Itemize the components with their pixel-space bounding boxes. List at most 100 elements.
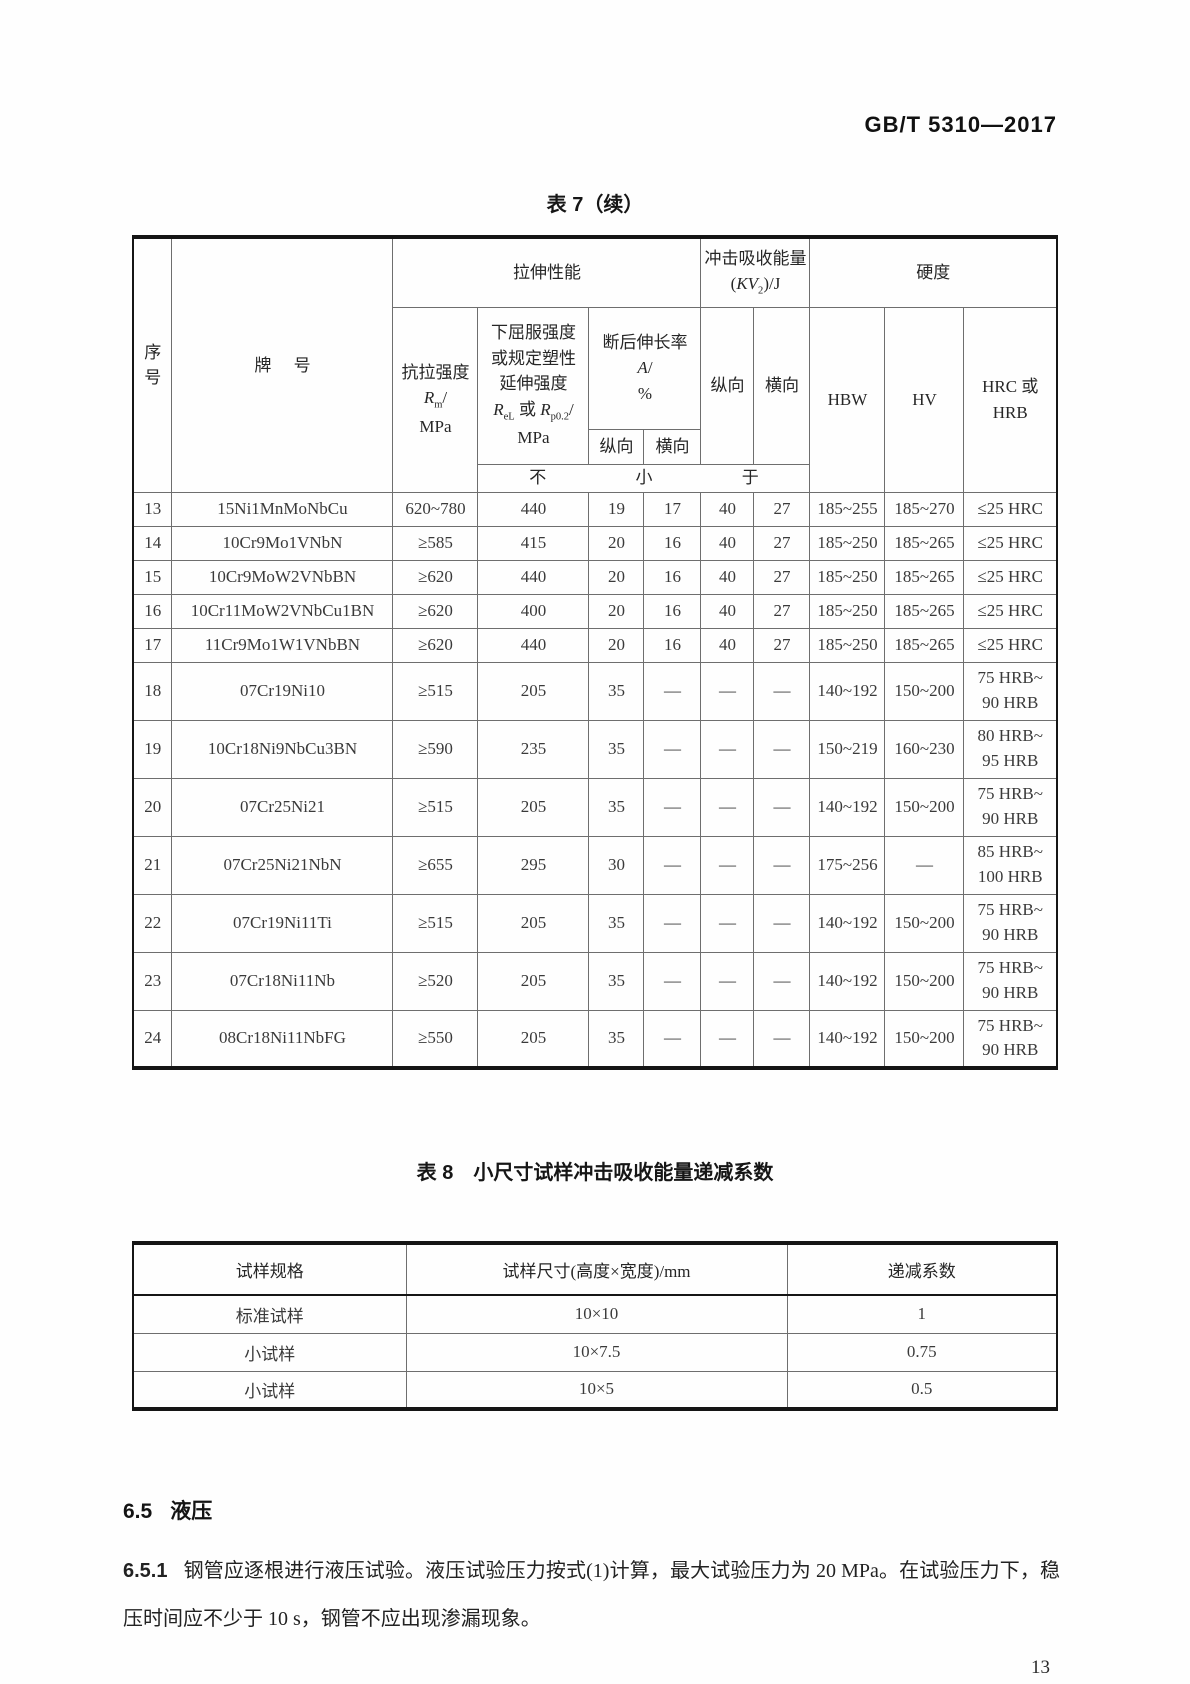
table7: 序号 牌 号 拉伸性能 冲击吸收能量 (KV2)/J 硬度 抗拉强度 Rm/MPa … — [131, 235, 1059, 1070]
table7-cell-hv: 185~270 — [884, 491, 965, 527]
table7-cell-rm: ≥620 — [392, 593, 479, 629]
table7-cell-rm: ≥520 — [392, 951, 479, 1011]
table8-cell: 10×7.5 — [405, 1332, 788, 1372]
table7-cell-seq: 21 — [132, 835, 173, 895]
table7-cell-a_long: 35 — [588, 661, 645, 721]
table7-cell-rm: ≥620 — [392, 559, 479, 595]
t7-header-hrc-hrb: HRC 或 HRB — [963, 306, 1058, 493]
table7-cell-kv_trans: 27 — [753, 593, 811, 629]
clause-6-5-1: 6.5.1 钢管应逐根进行液压试验。液压试验压力按式(1)计算，最大试验压力为 2… — [123, 1547, 1060, 1643]
table7-cell-grade: 10Cr9MoW2VNbBN — [171, 559, 394, 595]
table7-cell-rm: ≥550 — [392, 1009, 479, 1069]
table7-cell-rel: 205 — [477, 661, 590, 721]
t8-header-size: 试样尺寸(高度×宽度)/mm — [405, 1242, 788, 1296]
table7-cell-hbw: 140~192 — [809, 893, 886, 953]
table7-cell-a_trans: — — [643, 951, 702, 1011]
table7-cell-seq: 16 — [132, 593, 173, 629]
table7-cell-hrc_hrb: ≤25 HRC — [963, 593, 1058, 629]
table7-cell-a_trans: 16 — [643, 593, 702, 629]
table7-cell-hrc_hrb: 75 HRB~ 90 HRB — [963, 777, 1058, 837]
table7-cell-grade: 15Ni1MnMoNbCu — [171, 491, 394, 527]
table8-cell: 小试样 — [132, 1370, 407, 1410]
table7-cell-rel: 415 — [477, 525, 590, 561]
table7-cell-a_long: 19 — [588, 491, 645, 527]
t7-header-kv-transverse: 横向 — [753, 306, 811, 465]
table7-cell-rel: 440 — [477, 491, 590, 527]
table7-cell-kv_long: 40 — [700, 525, 755, 561]
t8-header-spec: 试样规格 — [132, 1242, 407, 1296]
table7-cell-grade: 07Cr19Ni10 — [171, 661, 394, 721]
table7-cell-hv: 150~200 — [884, 951, 965, 1011]
section-6-5-heading: 6.5 液压 — [123, 1495, 1190, 1525]
table7-cell-kv_long: — — [700, 661, 755, 721]
table7-row: 18 07Cr19Ni10 ≥515 205 35— — —140~192 150~200 75… — [132, 661, 1058, 721]
table7-cell-kv_long: — — [700, 1009, 755, 1069]
table7-cell-hrc_hrb: 85 HRB~ 100 HRB — [963, 835, 1058, 895]
table7-cell-a_trans: — — [643, 1009, 702, 1069]
table7-cell-hrc_hrb: ≤25 HRC — [963, 627, 1058, 663]
table7-row: 13 15Ni1MnMoNbCu 620~780 440 19 17 40 27 185~255… — [132, 491, 1058, 527]
clause-number: 6.5.1 — [123, 1560, 168, 1582]
table7-row: 15 10Cr9MoW2VNbBN ≥620 440 20 16 40 27 185~250 18… — [132, 559, 1058, 595]
table7-cell-kv_long: — — [700, 777, 755, 837]
t8-header-coefficient: 递减系数 — [786, 1242, 1058, 1296]
table7-cell-hrc_hrb: 75 HRB~ 90 HRB — [963, 951, 1058, 1011]
t7-header-elongation: 断后伸长率 A/% — [588, 306, 702, 430]
table7-cell-kv_long: 40 — [700, 491, 755, 527]
table7-row: 21 07Cr25Ni21NbN ≥655 295 30— — —175~256—85 HR… — [132, 835, 1058, 895]
table7-cell-kv_trans: — — [753, 777, 811, 837]
t7-header-a-longitudinal: 纵向 — [588, 428, 645, 465]
table7-row: 14 10Cr9Mo1VNbN ≥585 415 20 16 40 27 185~250 185~… — [132, 525, 1058, 561]
table7-cell-rel: 205 — [477, 777, 590, 837]
table7-cell-hbw: 185~255 — [809, 491, 886, 527]
table7-cell-a_trans: 17 — [643, 491, 702, 527]
table7-cell-hbw: 150~219 — [809, 719, 886, 779]
page-number: 13 — [1031, 1657, 1050, 1678]
table7-row: 20 07Cr25Ni21 ≥515 205 35— — —140~192 150~200 75… — [132, 777, 1058, 837]
table7-cell-hrc_hrb: 75 HRB~ 90 HRB — [963, 661, 1058, 721]
table7-cell-kv_trans: 27 — [753, 491, 811, 527]
clause-text: 钢管应逐根进行液压试验。液压试验压力按式(1)计算，最大试验压力为 20 MPa… — [123, 1560, 1060, 1630]
table7-cell-seq: 19 — [132, 719, 173, 779]
table7-cell-grade: 10Cr11MoW2VNbCu1BN — [171, 593, 394, 629]
table7-cell-seq: 14 — [132, 525, 173, 561]
table8-cell: 0.75 — [786, 1332, 1058, 1372]
table7-cell-a_long: 30 — [588, 835, 645, 895]
table7-cell-hv: 185~265 — [884, 593, 965, 629]
table7-cell-hbw: 140~192 — [809, 1009, 886, 1069]
table7-cell-seq: 24 — [132, 1009, 173, 1069]
table7-cell-hrc_hrb: 75 HRB~ 90 HRB — [963, 893, 1058, 953]
table7-cell-grade: 10Cr9Mo1VNbN — [171, 525, 394, 561]
table7-cell-grade: 10Cr18Ni9NbCu3BN — [171, 719, 394, 779]
table7-row: 22 07Cr19Ni11Ti ≥515 205 35— — —140~192 150~200… — [132, 893, 1058, 953]
table8-title: 表 8 小尺寸试样冲击吸收能量递减系数 — [416, 1162, 774, 1184]
table7-cell-hv: 185~265 — [884, 559, 965, 595]
table7-cell-hbw: 175~256 — [809, 835, 886, 895]
table7-row: 24 08Cr18Ni11NbFG ≥550 205 35— — —140~192 150~2… — [132, 1009, 1058, 1069]
table7-cell-rm: ≥655 — [392, 835, 479, 895]
table7-cell-hbw: 140~192 — [809, 777, 886, 837]
table7-cell-hbw: 185~250 — [809, 593, 886, 629]
table7-cell-rel: 295 — [477, 835, 590, 895]
table7-row: 19 10Cr18Ni9NbCu3BN ≥590 235 35— — —150~219 160… — [132, 719, 1058, 779]
table7-cell-a_trans: 16 — [643, 559, 702, 595]
table7-cell-hv: — — [884, 835, 965, 895]
table7-cell-hbw: 185~250 — [809, 627, 886, 663]
table7-cell-seq: 22 — [132, 893, 173, 953]
table7-cell-hv: 150~200 — [884, 1009, 965, 1069]
table7-cell-hv: 150~200 — [884, 661, 965, 721]
table7-cell-kv_trans: — — [753, 661, 811, 721]
t7-header-kv-longitudinal: 纵向 — [700, 306, 755, 465]
table7-cell-rm: ≥590 — [392, 719, 479, 779]
table7-cell-a_long: 20 — [588, 559, 645, 595]
table8-cell: 10×10 — [405, 1294, 788, 1334]
table7-cell-hrc_hrb: ≤25 HRC — [963, 525, 1058, 561]
table7-cell-a_long: 35 — [588, 719, 645, 779]
table8-cell: 1 — [786, 1294, 1058, 1334]
table7-cell-kv_trans: — — [753, 835, 811, 895]
t7-header-tensile-group: 拉伸性能 — [392, 236, 702, 308]
table7-cell-hbw: 185~250 — [809, 525, 886, 561]
t7-header-not-less-than: 不 小 于 — [477, 463, 811, 493]
table7-cell-hrc_hrb: ≤25 HRC — [963, 491, 1058, 527]
table8-row: 标准试样 10×10 1 — [132, 1294, 1058, 1334]
